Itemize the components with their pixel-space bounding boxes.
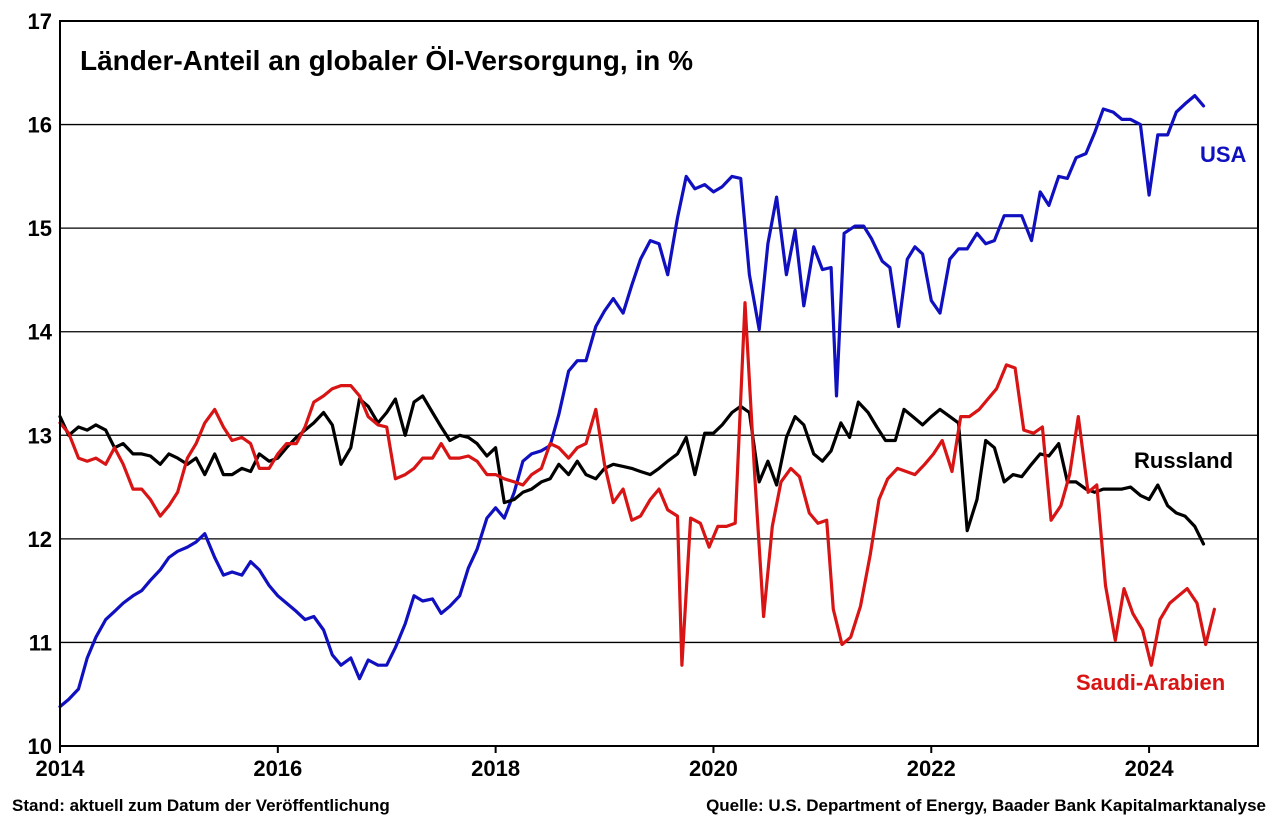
series-line-russland: [58, 394, 1206, 546]
x-tick-label: 2020: [689, 756, 738, 781]
y-tick-label: 15: [28, 216, 52, 241]
series-line-saudi-arabien: [58, 301, 1216, 667]
label-russland: Russland: [1134, 448, 1233, 473]
x-tick-label: 2016: [253, 756, 302, 781]
series-line-usa: [58, 94, 1206, 709]
footer-stand: Stand: aktuell zum Datum der Veröffentli…: [12, 796, 390, 815]
plot-frame: [59, 20, 1259, 747]
y-tick-label: 14: [28, 320, 53, 345]
x-tick-label: 2022: [907, 756, 956, 781]
x-tick-label: 2018: [471, 756, 520, 781]
series-lines: [58, 94, 1216, 709]
chart-title: Länder-Anteil an globaler Öl-Versorgung,…: [80, 45, 693, 76]
y-tick-label: 11: [29, 630, 52, 655]
x-tick-label: 2014: [36, 756, 86, 781]
footer-quelle: Quelle: U.S. Department of Energy, Baade…: [706, 796, 1266, 815]
axis-ticks: 10 11 12 13 14 15 16 17 2014 2016 2018 2020 2022 2024: [28, 9, 1175, 781]
label-saudi-arabien: Saudi-Arabien: [1076, 670, 1225, 695]
y-tick-label: 12: [28, 527, 52, 552]
y-tick-label: 13: [28, 423, 52, 448]
label-usa: USA: [1200, 142, 1247, 167]
y-tick-label: 10: [28, 734, 52, 759]
y-tick-label: 16: [28, 113, 52, 138]
x-tick-label: 2024: [1125, 756, 1175, 781]
y-tick-label: 17: [28, 9, 52, 34]
grid-lines: [60, 123, 1258, 644]
